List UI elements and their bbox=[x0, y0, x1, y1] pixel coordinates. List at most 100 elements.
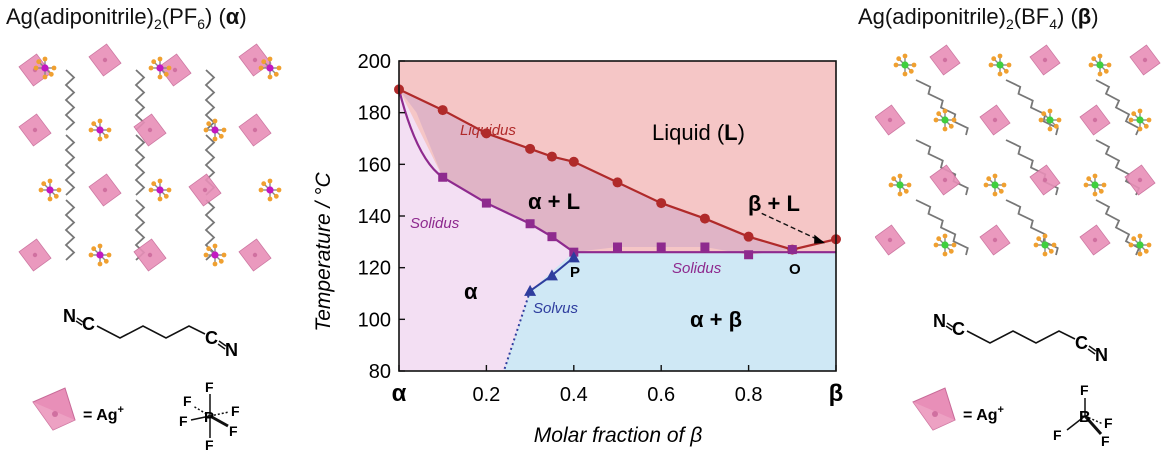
pf6-anion bbox=[96, 251, 104, 259]
fluorine-atom bbox=[1003, 68, 1009, 74]
fluorine-atom bbox=[1137, 233, 1143, 239]
x-tick-label: 0.2 bbox=[472, 384, 500, 406]
liquidus-point bbox=[743, 231, 754, 242]
fluorine-atom bbox=[1146, 117, 1152, 123]
x-tick-label: 0.4 bbox=[560, 384, 588, 406]
fluorine-atom bbox=[1083, 182, 1089, 188]
fluorine-atom bbox=[56, 187, 62, 193]
bf4-anion bbox=[901, 61, 909, 69]
fluorine-atom bbox=[951, 117, 957, 123]
svg-text:F: F bbox=[205, 437, 214, 452]
fluorine-atom bbox=[897, 191, 903, 197]
bf4-anion bbox=[941, 241, 949, 249]
nitrogen-label: N bbox=[63, 306, 76, 326]
fluorine-atom bbox=[1036, 236, 1042, 242]
fluorine-atom bbox=[103, 258, 109, 264]
ag-atom bbox=[1092, 117, 1098, 123]
fluorine-atom bbox=[1098, 188, 1104, 194]
nitrogen-label: N bbox=[1095, 345, 1108, 365]
fluorine-atom bbox=[157, 178, 163, 184]
fluorine-atom bbox=[1131, 111, 1137, 117]
fluorine-atom bbox=[893, 62, 899, 68]
ag-atom bbox=[1042, 177, 1048, 183]
fluorine-atom bbox=[203, 127, 209, 133]
fluorine-atom bbox=[1091, 56, 1097, 62]
adiponitrile-linker bbox=[915, 199, 969, 256]
bf4-anion bbox=[1046, 116, 1054, 124]
bf4-anion bbox=[991, 181, 999, 189]
fluorine-atom bbox=[221, 252, 227, 258]
fluorine-atom bbox=[933, 242, 939, 248]
liquidus-point bbox=[612, 177, 623, 188]
pf6-anion bbox=[266, 64, 274, 72]
fluorine-atom bbox=[1137, 108, 1143, 114]
svg-text:F: F bbox=[1104, 415, 1113, 431]
fluorine-atom bbox=[212, 118, 218, 124]
ag-atom bbox=[887, 117, 893, 123]
pf6-anion-icon: P F F F F F F bbox=[179, 380, 240, 452]
fluorine-atom bbox=[212, 136, 218, 142]
fluorine-atom bbox=[988, 62, 994, 68]
fluorine-atom bbox=[157, 74, 163, 80]
liquidus-point bbox=[481, 128, 492, 139]
adiponitrile-linker bbox=[915, 79, 969, 136]
solidus-point bbox=[525, 219, 535, 229]
bf4-anion bbox=[996, 61, 1004, 69]
fluorine-atom bbox=[38, 187, 44, 193]
ag-atom bbox=[887, 237, 893, 243]
carbon-label: C bbox=[205, 328, 218, 348]
fluorine-atom bbox=[1092, 173, 1098, 179]
x-tick-label: α bbox=[392, 380, 407, 407]
fluorine-atom bbox=[276, 187, 282, 193]
fluorine-atom bbox=[908, 68, 914, 74]
fluorine-atom bbox=[163, 193, 169, 199]
fluorine-atom bbox=[212, 261, 218, 267]
fluorine-atom bbox=[1131, 236, 1137, 242]
fluorine-atom bbox=[902, 71, 908, 77]
pf6-anion bbox=[156, 186, 164, 194]
fluorine-atom bbox=[997, 53, 1003, 59]
fluorine-atom bbox=[97, 261, 103, 267]
fluorine-atom bbox=[1128, 117, 1134, 123]
y-tick-label: 140 bbox=[358, 206, 391, 228]
liquidus-point bbox=[437, 105, 448, 116]
fluorine-atom bbox=[218, 258, 224, 264]
fluorine-atom bbox=[1001, 182, 1007, 188]
liquidus-point bbox=[568, 156, 579, 167]
ag-atom bbox=[992, 117, 998, 123]
beta-title: Ag(adiponitrile)2(BF4) (β) bbox=[858, 4, 1099, 32]
fluorine-atom bbox=[1056, 117, 1062, 123]
fluorine-atom bbox=[951, 242, 957, 248]
svg-text:B: B bbox=[1079, 409, 1091, 426]
fluorine-atom bbox=[1143, 123, 1149, 129]
fluorine-atom bbox=[942, 108, 948, 114]
fluorine-atom bbox=[1103, 68, 1109, 74]
curve-label-solidus-right: Solidus bbox=[672, 260, 722, 277]
fluorine-atom bbox=[88, 127, 94, 133]
fluorine-atom bbox=[933, 117, 939, 123]
fluorine-atom bbox=[41, 181, 47, 187]
solvus-point bbox=[524, 284, 537, 296]
fluorine-atom bbox=[1088, 62, 1094, 68]
point-label-p: P bbox=[570, 264, 580, 281]
fluorine-atom bbox=[1097, 71, 1103, 77]
ag-atom bbox=[942, 177, 948, 183]
region-label-alpha-beta: α + β bbox=[690, 307, 742, 332]
region-label-alpha-l: α + L bbox=[528, 189, 580, 214]
fluorine-atom bbox=[1038, 117, 1044, 123]
carbon-label: C bbox=[1075, 333, 1088, 353]
fluorine-atom bbox=[106, 127, 112, 133]
fluorine-atom bbox=[273, 71, 279, 77]
solvus-point bbox=[567, 251, 580, 263]
fluorine-atom bbox=[896, 56, 902, 62]
fluorine-atom bbox=[47, 196, 53, 202]
ag-atom bbox=[1137, 177, 1143, 183]
liquidus-point bbox=[656, 198, 667, 209]
fluorine-atom bbox=[1006, 62, 1012, 68]
nitrogen-label: N bbox=[933, 311, 946, 331]
solidus-point bbox=[438, 172, 448, 182]
fluorine-atom bbox=[166, 65, 172, 71]
x-axis-label: Molar fraction of β bbox=[534, 424, 702, 447]
fluorine-atom bbox=[88, 252, 94, 258]
solvus-point bbox=[545, 269, 558, 281]
